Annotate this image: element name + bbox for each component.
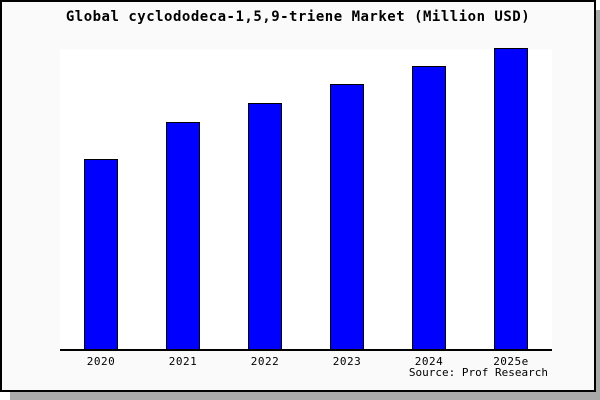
x-axis-labels: 2020 2021 2022 2023 2024 2025e xyxy=(60,355,552,368)
x-tick-label-2024: 2024 xyxy=(414,355,444,368)
bar-slot-2021 xyxy=(142,49,224,349)
bar-2024 xyxy=(412,66,446,349)
chart-title: Global cyclododeca-1,5,9-triene Market (… xyxy=(65,9,531,25)
bar-slot-2022 xyxy=(224,49,306,349)
x-tick-label-2025e: 2025e xyxy=(493,355,529,368)
source-credit: Source: Prof Research xyxy=(408,366,548,379)
bar-slot-2025e xyxy=(470,48,552,349)
x-tick-label-2022: 2022 xyxy=(250,355,280,368)
x-tick-label-2021: 2021 xyxy=(168,355,198,368)
bar-2020 xyxy=(84,159,118,349)
x-tick-label-2023: 2023 xyxy=(332,355,362,368)
bar-2023 xyxy=(330,84,364,349)
plot-area xyxy=(60,48,552,351)
bar-slot-2023 xyxy=(306,49,388,349)
x-tick-label-2020: 2020 xyxy=(86,355,116,368)
chart-frame: Global cyclododeca-1,5,9-triene Market (… xyxy=(0,0,596,392)
bar-slot-2024 xyxy=(388,49,470,349)
bar-2025e xyxy=(494,48,528,349)
bar-slot-2020 xyxy=(60,49,142,349)
bar-2021 xyxy=(166,122,200,349)
bar-2022 xyxy=(248,103,282,349)
